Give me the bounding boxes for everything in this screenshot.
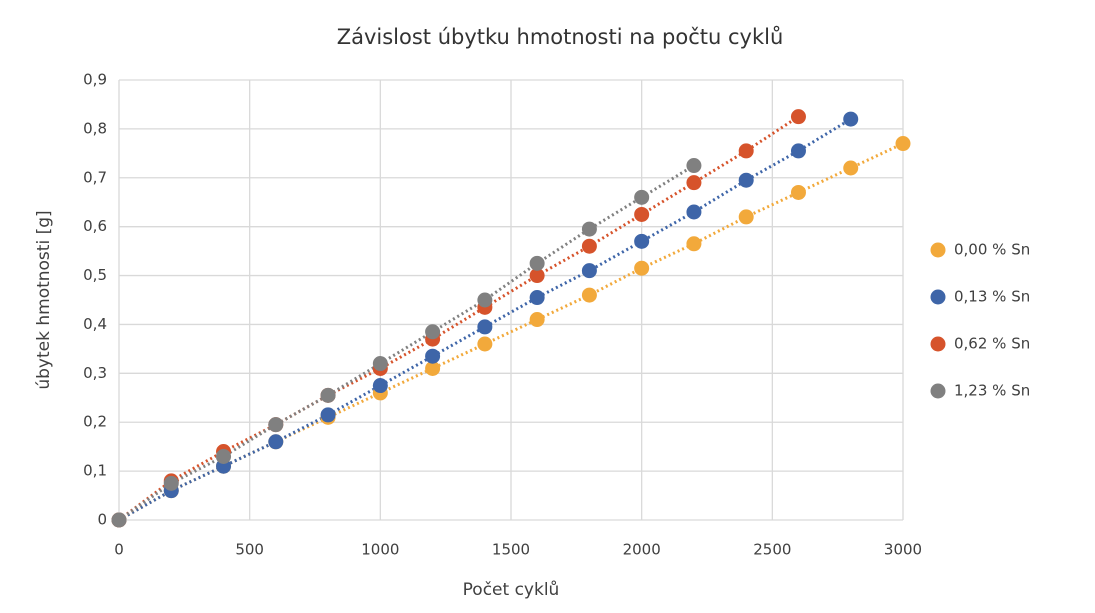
data-point (477, 319, 493, 335)
data-point (634, 233, 650, 249)
trend-line (118, 164, 695, 522)
data-point (163, 475, 179, 491)
data-point (895, 136, 911, 152)
data-point (790, 184, 806, 200)
x-tick-label: 1000 (361, 541, 399, 559)
data-point (581, 287, 597, 303)
data-point (790, 109, 806, 125)
data-point (268, 417, 284, 433)
legend-marker (930, 336, 946, 352)
data-point (320, 407, 336, 423)
data-point (529, 312, 545, 328)
data-point (372, 378, 388, 394)
legend-label: 0,62 % Sn (954, 335, 1030, 353)
data-point (111, 512, 127, 528)
y-tick-label: 0,1 (83, 462, 107, 480)
data-point (738, 209, 754, 225)
data-point (425, 324, 441, 340)
data-point (529, 268, 545, 284)
y-tick-label: 0,4 (83, 315, 107, 333)
y-tick-label: 0,2 (83, 413, 107, 431)
legend-marker (930, 242, 946, 258)
data-point (634, 189, 650, 205)
data-point (425, 348, 441, 364)
y-tick-label: 0,7 (83, 168, 107, 186)
data-point (372, 356, 388, 372)
data-point (634, 206, 650, 222)
legend-label: 0,13 % Sn (954, 288, 1030, 306)
y-tick-label: 0,3 (83, 364, 107, 382)
y-tick-label: 0,5 (83, 266, 107, 284)
data-point (738, 172, 754, 188)
x-tick-label: 3000 (884, 541, 922, 559)
data-point (790, 143, 806, 159)
trend-line (118, 117, 852, 522)
data-point (529, 255, 545, 271)
data-point (686, 236, 702, 252)
y-tick-label: 0,8 (83, 119, 107, 137)
trend-line (118, 115, 800, 522)
data-point (477, 292, 493, 308)
legend-marker (930, 289, 946, 305)
chart-title: Závislost úbytku hmotnosti na počtu cykl… (337, 25, 784, 49)
data-point (581, 263, 597, 279)
y-axis-title: úbytek hmotnosti [g] (34, 210, 54, 389)
x-tick-label: 2000 (623, 541, 661, 559)
data-point (268, 434, 284, 450)
x-tick-label: 500 (235, 541, 264, 559)
data-point (686, 158, 702, 174)
x-axis-title: Počet cyklů (463, 580, 560, 600)
y-tick-label: 0,6 (83, 217, 107, 235)
data-point (843, 111, 859, 127)
legend-label: 1,23 % Sn (954, 382, 1030, 400)
data-point (216, 448, 232, 464)
data-point (425, 360, 441, 376)
data-point (320, 387, 336, 403)
legend-marker (930, 383, 946, 399)
x-tick-label: 2500 (753, 541, 791, 559)
data-point (477, 336, 493, 352)
data-point (686, 204, 702, 220)
data-point (581, 221, 597, 237)
legend-label: 0,00 % Sn (954, 241, 1030, 259)
data-point (634, 260, 650, 276)
data-point (843, 160, 859, 176)
data-point (529, 290, 545, 306)
x-tick-label: 1500 (492, 541, 530, 559)
x-tick-label: 0 (114, 541, 124, 559)
data-point (738, 143, 754, 159)
data-point (581, 238, 597, 254)
data-point (686, 175, 702, 191)
y-tick-label: 0,9 (83, 71, 107, 89)
y-tick-label: 0 (97, 511, 107, 529)
